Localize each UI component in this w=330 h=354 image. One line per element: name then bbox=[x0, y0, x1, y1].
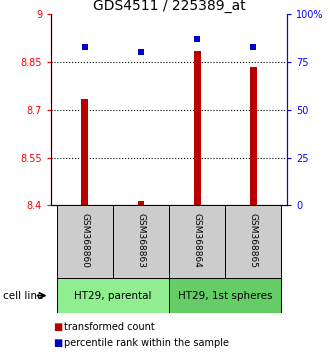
Text: ■: ■ bbox=[53, 322, 62, 332]
Text: percentile rank within the sample: percentile rank within the sample bbox=[64, 338, 229, 348]
Point bbox=[82, 44, 87, 50]
Text: GSM368865: GSM368865 bbox=[249, 213, 258, 268]
Text: GSM368864: GSM368864 bbox=[193, 213, 202, 268]
Bar bbox=[57, 278, 169, 313]
Bar bbox=[169, 278, 281, 313]
Bar bbox=[57, 205, 113, 278]
Text: GSM368863: GSM368863 bbox=[137, 213, 146, 268]
Text: cell line: cell line bbox=[3, 291, 44, 301]
Text: HT29, parental: HT29, parental bbox=[74, 291, 152, 301]
Bar bbox=[225, 205, 281, 278]
Point bbox=[138, 50, 144, 55]
Title: GDS4511 / 225389_at: GDS4511 / 225389_at bbox=[93, 0, 246, 13]
Bar bbox=[194, 51, 201, 205]
Bar bbox=[250, 67, 257, 205]
Text: transformed count: transformed count bbox=[64, 322, 155, 332]
Bar bbox=[113, 205, 169, 278]
Point bbox=[195, 36, 200, 42]
Text: HT29, 1st spheres: HT29, 1st spheres bbox=[178, 291, 273, 301]
Bar bbox=[82, 99, 88, 205]
Bar bbox=[169, 205, 225, 278]
Text: ■: ■ bbox=[53, 338, 62, 348]
Bar bbox=[138, 201, 145, 205]
Point bbox=[251, 44, 256, 50]
Text: GSM368860: GSM368860 bbox=[81, 213, 89, 268]
